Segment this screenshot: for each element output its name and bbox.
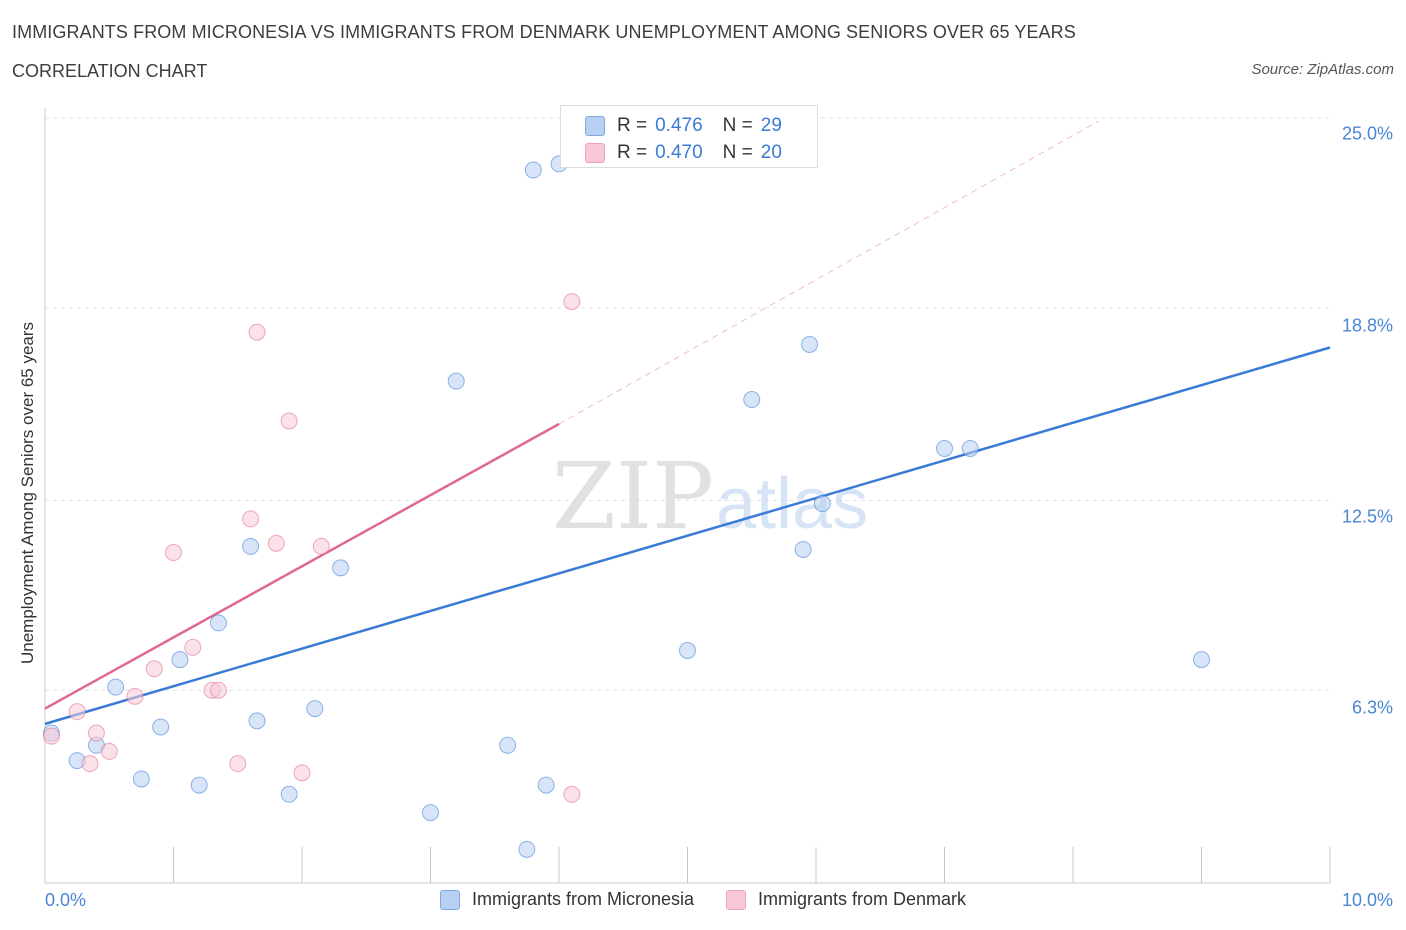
legend-label-denmark: Immigrants from Denmark bbox=[758, 889, 967, 909]
data-point-denmark bbox=[100, 742, 118, 760]
micronesia-legend-swatch bbox=[439, 889, 460, 910]
data-point-denmark bbox=[87, 724, 105, 742]
chart-subtitle: CORRELATION CHART bbox=[12, 61, 208, 81]
source-label: Source: ZipAtlas.com bbox=[1251, 61, 1394, 78]
data-point-denmark bbox=[312, 537, 330, 555]
data-point-micronesia bbox=[280, 785, 298, 803]
data-point-micronesia bbox=[332, 559, 350, 577]
trend-line-denmark bbox=[44, 422, 560, 710]
data-point-micronesia bbox=[813, 495, 831, 513]
axes bbox=[44, 108, 1331, 884]
r-label: R = bbox=[617, 142, 648, 163]
micronesia-swatch bbox=[585, 116, 605, 136]
data-point-micronesia bbox=[801, 335, 819, 353]
data-point-micronesia bbox=[524, 161, 542, 179]
data-point-micronesia bbox=[679, 641, 696, 659]
y-tick-label: 18.8% bbox=[1341, 315, 1393, 336]
data-point-denmark bbox=[293, 764, 311, 782]
trend-lines bbox=[44, 120, 1331, 726]
data-point-denmark bbox=[280, 412, 298, 430]
data-point-denmark bbox=[267, 534, 285, 552]
data-point-denmark bbox=[184, 638, 202, 656]
denmark-legend-swatch bbox=[726, 889, 746, 910]
n-label: N = bbox=[722, 142, 753, 163]
data-point-denmark bbox=[248, 323, 266, 341]
y-axis-label: Unemployment Among Seniors over 65 years bbox=[18, 321, 37, 665]
data-point-micronesia bbox=[242, 537, 260, 555]
denmark-r-value: 0.470 bbox=[655, 142, 703, 163]
series-legend: Immigrants from Micronesia Immigrants fr… bbox=[0, 889, 1406, 910]
trend-extension-denmark bbox=[558, 120, 1099, 425]
data-point-micronesia bbox=[152, 718, 170, 736]
legend-label-micronesia: Immigrants from Micronesia bbox=[471, 889, 694, 909]
x-tick-label: 0.0% bbox=[45, 890, 87, 910]
y-tick-label: 25.0% bbox=[1341, 123, 1393, 144]
micronesia-n-value: 29 bbox=[760, 115, 782, 136]
correlation-legend: R = 0.476 N = 29 R = 0.470 N = 20 bbox=[560, 105, 818, 168]
data-point-micronesia bbox=[306, 700, 324, 718]
legend-item-denmark: Immigrants from Denmark bbox=[726, 889, 966, 910]
data-point-micronesia bbox=[499, 736, 517, 754]
denmark-n-value: 20 bbox=[760, 142, 782, 163]
micronesia-r-value: 0.476 bbox=[655, 115, 703, 136]
data-point-denmark bbox=[68, 703, 86, 721]
data-point-micronesia bbox=[132, 770, 150, 788]
legend-row-denmark: R = 0.470 N = 20 bbox=[585, 141, 782, 165]
data-point-micronesia bbox=[107, 678, 125, 696]
data-point-denmark bbox=[145, 660, 163, 678]
data-point-micronesia bbox=[248, 712, 266, 730]
data-point-denmark bbox=[81, 755, 99, 773]
chart-title: IMMIGRANTS FROM MICRONESIA VS IMMIGRANTS… bbox=[12, 22, 1076, 42]
data-point-micronesia bbox=[936, 439, 953, 457]
data-point-micronesia bbox=[447, 372, 465, 390]
data-point-denmark bbox=[165, 544, 182, 562]
data-points bbox=[42, 155, 1210, 858]
data-point-micronesia bbox=[209, 614, 227, 632]
legend-item-micronesia: Immigrants from Micronesia bbox=[439, 889, 694, 910]
x-tick-label: 10.0% bbox=[1341, 890, 1393, 910]
legend-row-micronesia: R = 0.476 N = 29 bbox=[585, 114, 782, 138]
watermark-zip: ZIP bbox=[552, 443, 714, 550]
data-point-micronesia bbox=[518, 840, 536, 858]
data-point-denmark bbox=[563, 785, 581, 803]
data-point-micronesia bbox=[537, 776, 555, 794]
data-point-micronesia bbox=[1193, 651, 1210, 669]
data-point-denmark bbox=[42, 727, 60, 745]
trend-line-micronesia bbox=[44, 346, 1331, 726]
data-point-micronesia bbox=[794, 540, 812, 558]
data-point-denmark bbox=[229, 755, 247, 773]
data-point-denmark bbox=[563, 293, 581, 311]
denmark-swatch bbox=[585, 143, 605, 163]
y-tick-label: 6.3% bbox=[1351, 697, 1393, 718]
data-point-micronesia bbox=[422, 804, 439, 822]
data-point-denmark bbox=[242, 510, 260, 528]
data-point-denmark bbox=[209, 681, 227, 699]
n-label: N = bbox=[722, 115, 753, 136]
data-point-denmark bbox=[126, 687, 144, 705]
data-point-micronesia bbox=[171, 651, 189, 669]
data-point-micronesia bbox=[961, 439, 979, 457]
r-label: R = bbox=[617, 115, 648, 136]
data-point-micronesia bbox=[743, 391, 761, 409]
data-point-micronesia bbox=[190, 776, 208, 794]
y-tick-label: 12.5% bbox=[1341, 506, 1393, 527]
